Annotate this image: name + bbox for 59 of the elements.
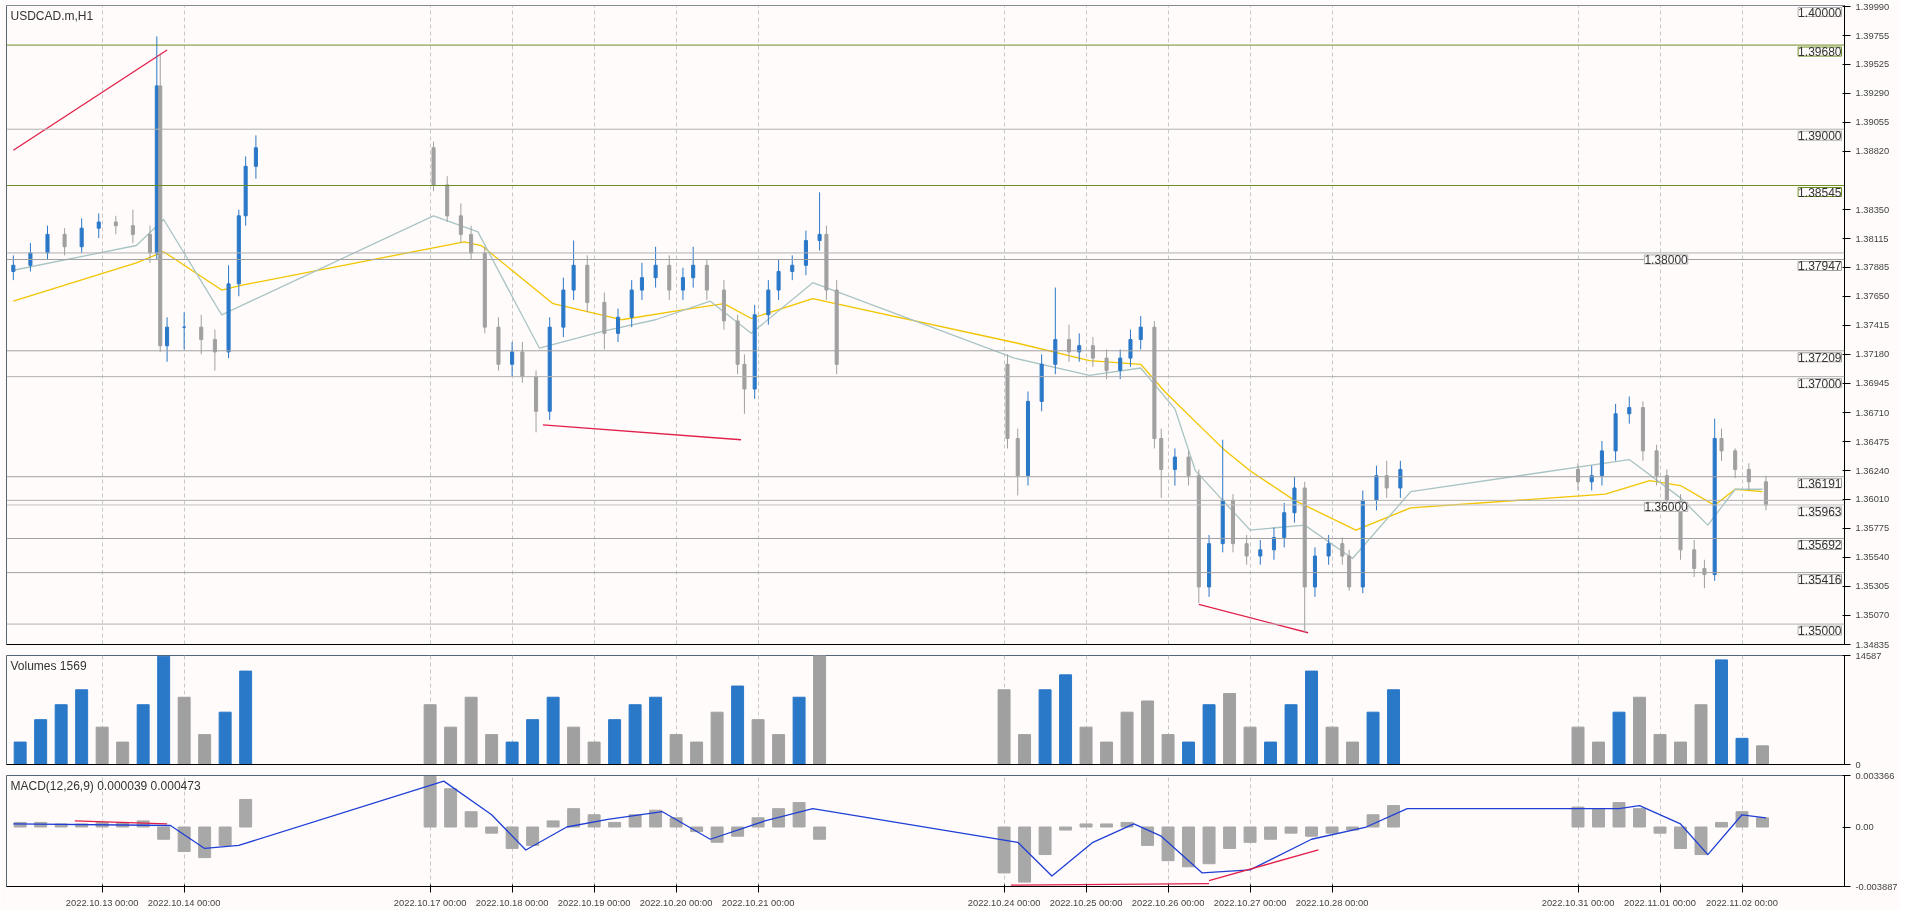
ref-line-label: 1.37000 xyxy=(1798,376,1842,391)
ref-line-label: 1.39000 xyxy=(1798,129,1842,144)
y-tick-label: 1.38115 xyxy=(1855,233,1889,244)
y-tick-label: 0.003366 xyxy=(1855,770,1895,781)
y-tick-label: 1.36010 xyxy=(1855,494,1890,505)
y-tick-label: 1.36945 xyxy=(1855,378,1890,389)
y-tick-label: -0.003887 xyxy=(1855,881,1898,892)
ref-line-label: 1.40000 xyxy=(1798,5,1842,20)
y-tick-label: 0.00 xyxy=(1855,822,1874,833)
ref-line-label: 1.37209 xyxy=(1798,350,1842,365)
ref-line-label: 1.35963 xyxy=(1798,504,1842,519)
ref-line-label: 1.36000 xyxy=(1644,500,1689,515)
x-tick-label: 2022.10.17 00:00 xyxy=(393,897,467,908)
ref-line-label: 1.35692 xyxy=(1798,538,1842,553)
x-tick-label: 2022.10.27 00:00 xyxy=(1213,897,1287,908)
x-tick-label: 2022.10.26 00:00 xyxy=(1131,897,1205,908)
x-tick-label: 2022.10.19 00:00 xyxy=(557,897,631,908)
x-tick-label: 2022.10.21 00:00 xyxy=(721,897,795,908)
x-tick-label: 2022.11.01 00:00 xyxy=(1624,897,1696,908)
x-tick-label: 2022.10.25 00:00 xyxy=(1049,897,1123,908)
chart-title: MACD(12,26,9) 0.000039 0.000473 xyxy=(10,778,201,793)
x-tick-label: 2022.10.20 00:00 xyxy=(639,897,713,908)
y-tick-label: 1.36710 xyxy=(1855,407,1890,418)
y-tick-label: 1.35775 xyxy=(1855,523,1890,534)
y-tick-label: 1.38350 xyxy=(1855,204,1890,215)
chart-title: USDCAD.m,H1 xyxy=(10,8,94,23)
x-tick-label: 2022.10.31 00:00 xyxy=(1541,897,1615,908)
y-tick-label: 1.37650 xyxy=(1855,291,1890,302)
y-tick-label: 1.34835 xyxy=(1855,639,1890,650)
chart-title: Volumes 1569 xyxy=(10,658,87,673)
y-tick-label: 0 xyxy=(1855,759,1861,770)
y-tick-label: 1.39055 xyxy=(1855,117,1890,128)
y-tick-label: 1.36240 xyxy=(1855,465,1890,476)
y-tick-label: 14587 xyxy=(1855,650,1882,661)
y-tick-label: 1.35070 xyxy=(1855,610,1890,621)
ref-line-label: 1.36191 xyxy=(1798,476,1842,491)
x-tick-label: 2022.10.28 00:00 xyxy=(1295,897,1369,908)
ref-line-label: 1.39680 xyxy=(1798,45,1842,60)
y-tick-label: 1.37885 xyxy=(1855,262,1890,273)
x-tick-label: 2022.11.02 00:00 xyxy=(1706,897,1778,908)
ref-line-label: 1.35416 xyxy=(1798,572,1842,587)
y-tick-label: 1.39290 xyxy=(1855,88,1890,99)
y-tick-label: 1.37180 xyxy=(1855,349,1890,360)
ref-line-label: 1.37947 xyxy=(1798,259,1842,274)
ref-line-label: 1.38545 xyxy=(1798,185,1842,200)
y-tick-label: 1.39990 xyxy=(1855,1,1890,12)
y-tick-label: 1.35305 xyxy=(1855,581,1890,592)
ref-line-label: 1.35000 xyxy=(1798,624,1842,639)
x-tick-label: 2022.10.14 00:00 xyxy=(147,897,221,908)
y-tick-label: 1.39755 xyxy=(1855,30,1890,41)
x-tick-label: 2022.10.24 00:00 xyxy=(967,897,1041,908)
ref-line-label: 1.38000 xyxy=(1644,252,1689,267)
y-tick-label: 1.39525 xyxy=(1855,59,1890,70)
y-tick-label: 1.35540 xyxy=(1855,552,1890,563)
y-tick-label: 1.38820 xyxy=(1855,146,1890,157)
x-tick-label: 2022.10.13 00:00 xyxy=(65,897,139,908)
x-tick-label: 2022.10.18 00:00 xyxy=(475,897,549,908)
y-tick-label: 1.37415 xyxy=(1855,320,1890,331)
y-tick-label: 1.36475 xyxy=(1855,436,1890,447)
